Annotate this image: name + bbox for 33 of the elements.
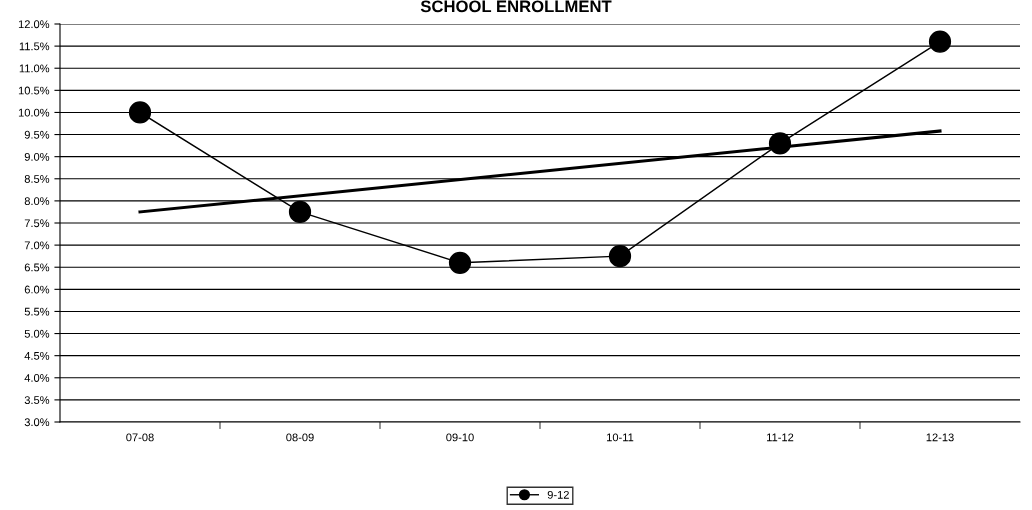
x-tick-label: 12-13 — [926, 433, 954, 442]
y-tick-label: 3.0% — [24, 418, 50, 427]
y-tick-label: 11.0% — [19, 64, 50, 73]
y-tick-label: 4.5% — [24, 351, 50, 360]
y-tick-label: 8.0% — [24, 197, 50, 206]
point — [608, 245, 632, 268]
point — [288, 200, 312, 224]
point — [448, 251, 472, 274]
legend-label: 9-12 — [547, 490, 569, 499]
y-tick-label: 10.5% — [18, 86, 50, 95]
x-tick-label: 11-12 — [767, 433, 794, 442]
y-tick-label: 12.0% — [18, 20, 50, 29]
y-tick-label: 5.5% — [24, 307, 50, 316]
point — [128, 101, 152, 124]
y-tick-label: 9.5% — [24, 130, 50, 139]
y-tick-label: 7.0% — [24, 241, 50, 250]
x-tick-label: 10-11 — [607, 433, 634, 442]
x-tick-label: 07-08 — [126, 433, 154, 442]
chart-title: SCHOOL ENROLLMENT — [420, 0, 612, 13]
point — [768, 132, 792, 155]
y-tick-label: 7.5% — [24, 219, 50, 228]
y-tick-label: 11.5% — [19, 42, 50, 51]
x-tick-label: 08-09 — [286, 433, 314, 442]
y-tick-label: 5.0% — [24, 329, 50, 338]
y-tick-label: 6.0% — [24, 285, 50, 294]
y-tick-label: 6.5% — [24, 263, 50, 272]
point — [928, 30, 952, 53]
y-tick-label: 4.0% — [24, 374, 50, 382]
y-tick-label: 10.0% — [18, 108, 50, 117]
y-tick-label: 9.0% — [24, 152, 50, 161]
y-tick-label: 3.5% — [24, 396, 50, 405]
y-tick-label: 8.5% — [24, 175, 50, 183]
x-tick-label: 09-10 — [446, 433, 474, 442]
